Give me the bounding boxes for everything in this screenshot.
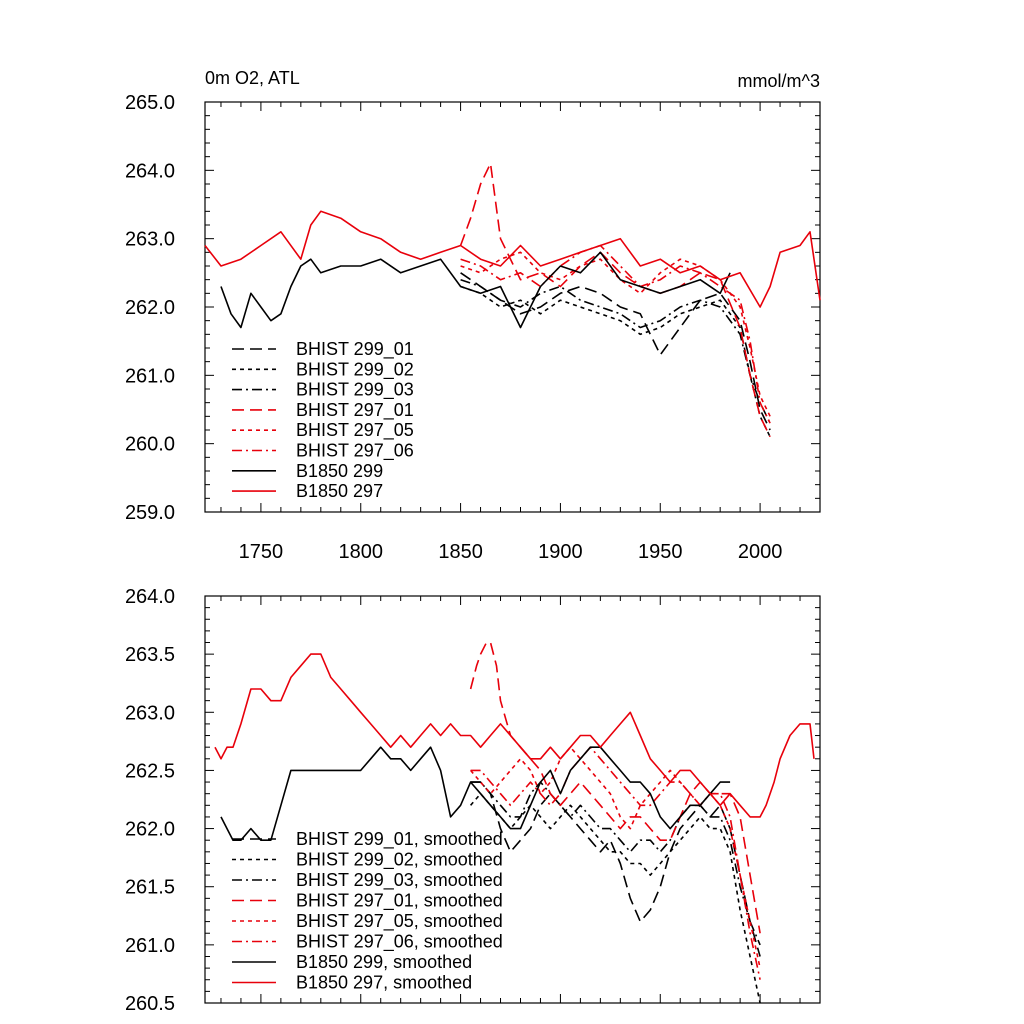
bottom-y-tick-label: 262.0 <box>125 819 175 841</box>
bottom-series-line-5 <box>469 746 761 969</box>
bottom-legend-label-3: BHIST 299_03, smoothed <box>296 870 503 891</box>
bottom-legend-label-7: B1850 299, smoothed <box>296 952 472 972</box>
bottom-y-tick-label: 260.5 <box>125 993 175 1015</box>
bottom-series-line-6 <box>470 746 761 980</box>
bottom-legend-label-5: BHIST 297_05, smoothed <box>296 911 503 932</box>
bottom-y-tick-label: 264.0 <box>125 586 175 608</box>
bottom-plot-frame <box>204 595 821 1004</box>
top-x-tick-label: 1950 <box>638 541 683 563</box>
top-legend-label-2: BHIST 299_02 <box>296 359 414 380</box>
bottom-series-line-2 <box>469 792 761 1004</box>
bottom-legend-label-4: BHIST 297_01, smoothed <box>296 891 503 912</box>
top-y-tick-label: 259.0 <box>125 502 175 524</box>
top-title-left: 0m O2, ATL <box>205 68 300 88</box>
top-legend-label-5: BHIST 297_05 <box>296 420 414 441</box>
top-series-line-6 <box>460 244 771 424</box>
top-x-tick-label: 1800 <box>338 541 383 563</box>
bottom-legend-label-2: BHIST 299_02, smoothed <box>296 850 503 871</box>
top-series-line-4 <box>459 162 771 438</box>
top-title-right: mmol/m^3 <box>738 71 820 91</box>
top-series-line-5 <box>460 251 771 417</box>
top-legend-label-6: BHIST 297_06 <box>296 441 414 462</box>
bottom-series-line-1 <box>470 781 761 957</box>
bottom-y-tick-label: 261.5 <box>125 877 175 899</box>
bottom-legend-label-1: BHIST 299_01, smoothed <box>296 829 503 850</box>
bottom-series-line-3 <box>470 781 761 946</box>
top-y-tick-label: 264.0 <box>125 160 175 182</box>
bottom-y-tick-label: 261.0 <box>125 935 175 957</box>
top-series-line-1 <box>460 272 771 431</box>
top-series-line-3 <box>460 278 771 424</box>
bottom-y-tick-label: 263.5 <box>125 644 175 666</box>
top-x-tick-label: 1850 <box>438 541 483 563</box>
top-legend-label-3: BHIST 299_03 <box>296 380 414 401</box>
bottom-y-tick-label: 262.5 <box>125 760 175 782</box>
top-series-line-2 <box>460 285 771 438</box>
top-legend-label-4: BHIST 297_01 <box>296 400 414 421</box>
top-x-tick-label: 1900 <box>538 541 583 563</box>
top-y-tick-label: 261.0 <box>125 365 175 387</box>
bottom-series-line-8 <box>214 653 815 818</box>
top-x-tick-label: 1750 <box>239 541 284 563</box>
top-panel: 0m O2, ATL mmol/m^3 259.0 260.0 261.0 262.0… <box>125 68 821 563</box>
bottom-panel: 260.5 261.0 261.5 262.0 262.5 263.0 263.5 264.0… <box>125 586 821 1015</box>
bottom-series-line-7 <box>220 746 731 842</box>
top-series-line-8 <box>204 210 821 308</box>
top-legend-label-7: B1850 299 <box>296 461 383 481</box>
bottom-series-line-4 <box>469 641 761 934</box>
top-x-tick-label: 2000 <box>738 541 783 563</box>
bottom-legend-label-6: BHIST 297_06, smoothed <box>296 932 503 953</box>
top-y-tick-label: 263.0 <box>125 229 175 251</box>
top-legend-label-1: BHIST 299_01 <box>296 339 414 360</box>
bottom-legend-label-8: B1850 297, smoothed <box>296 973 472 993</box>
top-y-tick-label: 262.0 <box>125 297 175 319</box>
top-legend-label-8: B1850 297 <box>296 481 383 501</box>
top-y-tick-label: 265.0 <box>125 92 175 114</box>
bottom-y-tick-label: 263.0 <box>125 702 175 724</box>
top-y-tick-label: 260.0 <box>125 434 175 456</box>
top-series-line-7 <box>220 251 731 329</box>
